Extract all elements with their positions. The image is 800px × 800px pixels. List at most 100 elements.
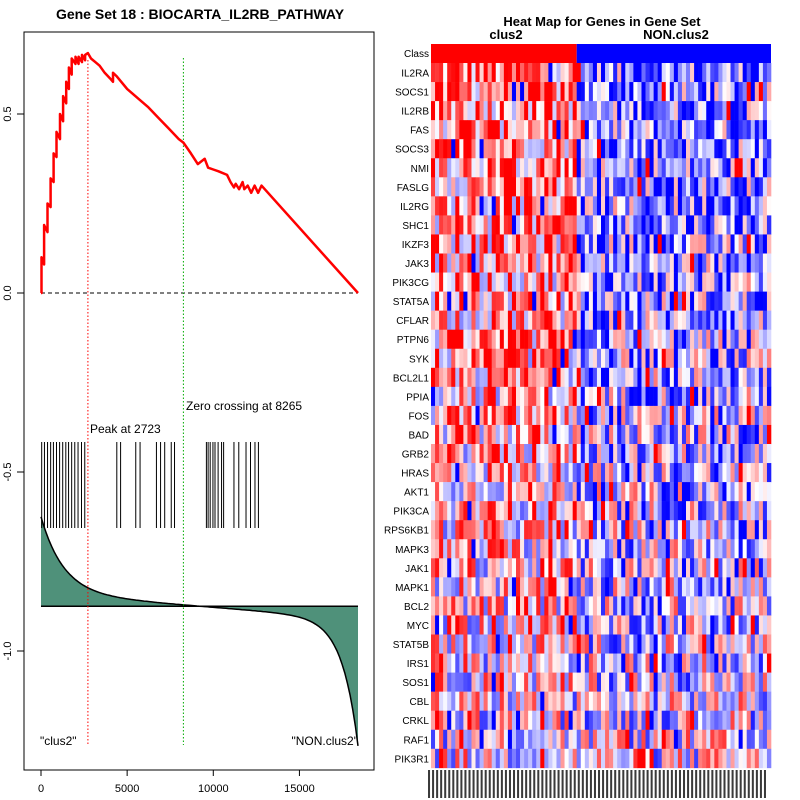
heatmap-cell xyxy=(516,691,521,711)
heatmap-cell xyxy=(754,748,760,769)
heatmap-cell xyxy=(528,329,533,350)
heatmap-cell xyxy=(649,158,654,178)
heatmap-cell xyxy=(467,272,472,292)
sample-label xyxy=(492,770,495,798)
sample-label xyxy=(646,770,649,798)
heatmap-cell xyxy=(734,444,739,464)
heatmap-cell xyxy=(548,596,553,616)
sample-label xyxy=(614,770,617,798)
heatmap-cell xyxy=(621,482,626,502)
heatmap-cell xyxy=(746,729,752,750)
heatmap-cell xyxy=(750,177,756,197)
heatmap-cell xyxy=(479,672,484,692)
heatmap-cell xyxy=(677,158,683,178)
heatmap-cell xyxy=(746,463,752,483)
heatmap-cell xyxy=(516,348,521,369)
heatmap-cell xyxy=(653,329,658,350)
heatmap-cell xyxy=(455,367,460,388)
heatmap-cell xyxy=(499,520,505,540)
heatmap-cell xyxy=(544,558,549,578)
sample-label xyxy=(525,770,528,798)
heatmap-cell xyxy=(431,329,436,350)
heatmap-cell xyxy=(568,710,573,731)
heatmap-cell xyxy=(710,596,715,616)
heatmap-cell xyxy=(435,634,440,654)
heatmap-cell xyxy=(762,310,768,330)
sample-label xyxy=(610,770,613,798)
heatmap-cell xyxy=(629,482,634,502)
heatmap-cell xyxy=(487,367,493,388)
heatmap-cell xyxy=(435,291,440,311)
heatmap-cell xyxy=(633,710,638,731)
heatmap-cell xyxy=(750,634,756,654)
heatmap-cell xyxy=(661,748,667,769)
heatmap-cell xyxy=(439,710,444,731)
heatmap-cell xyxy=(516,501,521,521)
heatmap-cell xyxy=(580,520,586,540)
heatmap-cell xyxy=(499,215,505,235)
heatmap-cell xyxy=(463,463,468,483)
heatmap-cell xyxy=(609,653,614,673)
heatmap-cell xyxy=(722,444,727,464)
heatmap-cell xyxy=(592,729,598,750)
heatmap-cell xyxy=(576,386,582,407)
heatmap-cell xyxy=(459,234,464,254)
heatmap-cell xyxy=(629,405,634,426)
heatmap-cell xyxy=(463,539,468,559)
heatmap-cell xyxy=(532,63,537,83)
heatmap-cell xyxy=(467,348,472,369)
heatmap-cell xyxy=(536,82,541,102)
heatmap-cell xyxy=(702,653,707,673)
heatmap-cell xyxy=(625,386,630,407)
heatmap-cell xyxy=(746,596,752,616)
heatmap-cell xyxy=(556,710,561,731)
heatmap-cell xyxy=(649,577,654,597)
heatmap-cell xyxy=(706,310,711,330)
heatmap-cell xyxy=(580,215,586,235)
heatmap-cell xyxy=(734,615,739,635)
heatmap-cell xyxy=(439,520,444,540)
heatmap-cell xyxy=(653,310,658,330)
heatmap-cell xyxy=(690,691,695,711)
sample-label xyxy=(513,770,516,798)
heatmap-cell xyxy=(435,82,440,102)
heatmap-cell xyxy=(609,139,614,159)
heatmap-cell xyxy=(507,405,513,426)
sample-label xyxy=(759,770,762,798)
heatmap-cell xyxy=(483,158,488,178)
heatmap-cell xyxy=(560,444,565,464)
heatmap-cell xyxy=(613,272,618,292)
heatmap-cell xyxy=(487,196,493,216)
heatmap-cell xyxy=(766,691,772,711)
sample-label xyxy=(678,770,681,798)
heatmap-cell xyxy=(576,729,582,750)
heatmap-cell xyxy=(673,539,679,559)
heatmap-cell xyxy=(657,691,663,711)
heatmap-cell xyxy=(714,405,719,426)
heatmap-cell xyxy=(564,386,569,407)
heatmap-cell xyxy=(524,424,529,445)
heatmap-cell xyxy=(726,596,731,616)
heatmap-cell xyxy=(677,82,683,102)
heatmap-cell xyxy=(710,482,715,502)
gene-label: IL2RA xyxy=(401,69,429,80)
heatmap-cell xyxy=(601,310,606,330)
heatmap-cell xyxy=(690,520,695,540)
heatmap-cell xyxy=(439,101,444,121)
heatmap-cell xyxy=(572,63,578,83)
heatmap-cell xyxy=(540,539,545,559)
heatmap-cell xyxy=(507,101,513,121)
heatmap-cell xyxy=(641,82,646,102)
heatmap-cell xyxy=(596,501,602,521)
sample-label xyxy=(670,770,673,798)
heatmap-cell xyxy=(503,615,509,635)
heatmap-cell xyxy=(758,310,764,330)
heatmap-cell xyxy=(572,577,578,597)
heatmap-cell xyxy=(681,424,687,445)
heatmap-cell xyxy=(609,672,614,692)
heatmap-cell xyxy=(560,196,565,216)
heatmap-cell xyxy=(601,672,606,692)
heatmap-cell xyxy=(560,596,565,616)
heatmap-cell xyxy=(677,348,683,369)
